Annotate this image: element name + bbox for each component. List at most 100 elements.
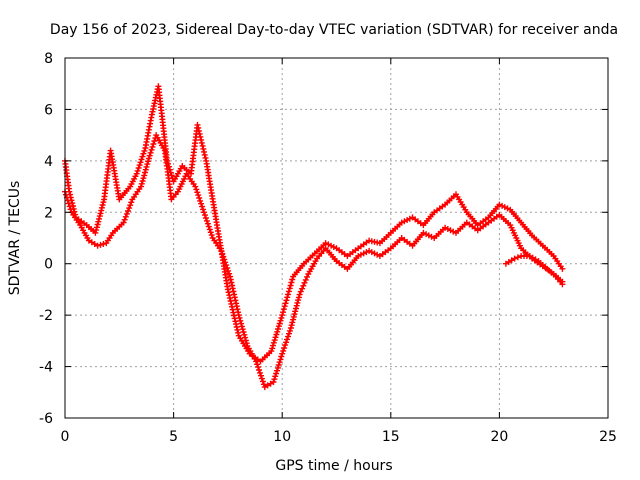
- data-point: [224, 286, 231, 293]
- data-point: [322, 240, 329, 247]
- data-point: [269, 345, 276, 352]
- data-point: [258, 372, 264, 379]
- data-point: [199, 203, 206, 210]
- data-point: [144, 161, 151, 168]
- data-point: [238, 320, 245, 327]
- series-track-c: [502, 253, 566, 288]
- data-point: [198, 200, 205, 207]
- data-point: [138, 183, 144, 190]
- data-point: [270, 379, 277, 385]
- data-point: [226, 270, 233, 277]
- data-point: [276, 359, 283, 366]
- data-point: [127, 202, 134, 209]
- data-point: [221, 256, 228, 263]
- data-point: [271, 337, 278, 344]
- data-point: [242, 337, 249, 344]
- data-point: [224, 265, 231, 271]
- y-tick-label: -2: [39, 308, 53, 324]
- data-point: [277, 356, 284, 363]
- x-tick-label: 20: [490, 429, 508, 445]
- data-point: [135, 165, 142, 171]
- data-point: [260, 381, 267, 388]
- data-point: [204, 220, 211, 227]
- data-point: [143, 163, 150, 170]
- data-point: [142, 169, 148, 176]
- data-point: [232, 297, 239, 304]
- data-point: [280, 306, 287, 313]
- data-point: [285, 288, 292, 295]
- data-point: [202, 215, 209, 221]
- data-point: [274, 364, 281, 371]
- data-point: [123, 210, 130, 217]
- data-point: [286, 285, 293, 292]
- data-point: [208, 232, 215, 239]
- data-point: [299, 285, 306, 292]
- data-point: [207, 229, 214, 236]
- data-point: [100, 241, 107, 247]
- x-tick-label: 15: [382, 429, 400, 445]
- data-point: [559, 281, 566, 288]
- data-point: [193, 186, 200, 193]
- data-point: [285, 291, 291, 298]
- data-point: [98, 207, 105, 214]
- data-point: [126, 205, 133, 212]
- data-point: [257, 369, 263, 376]
- data-point: [93, 227, 100, 234]
- y-tick-label: -6: [39, 411, 53, 427]
- y-tick-label: 0: [44, 257, 53, 273]
- data-point: [300, 282, 307, 289]
- data-point: [274, 367, 280, 374]
- data-point: [99, 202, 106, 208]
- data-point: [195, 127, 202, 134]
- data-point: [234, 306, 241, 313]
- data-point: [134, 167, 141, 174]
- data-point: [121, 216, 128, 223]
- data-point: [236, 314, 243, 321]
- data-point: [225, 267, 232, 274]
- data-point: [128, 199, 135, 206]
- data-point: [97, 241, 104, 248]
- data-point: [288, 279, 295, 286]
- data-point: [96, 215, 102, 222]
- data-point: [138, 156, 145, 163]
- data-point: [237, 317, 244, 324]
- data-point: [150, 141, 157, 147]
- data-point: [287, 282, 294, 289]
- plot-frame: [64, 57, 609, 419]
- data-point: [64, 197, 71, 204]
- data-point: [277, 317, 284, 324]
- y-tick-label: -4: [39, 360, 53, 376]
- data-point: [275, 326, 281, 332]
- data-point: [283, 297, 290, 304]
- data-point: [241, 331, 248, 338]
- data-point: [281, 345, 288, 351]
- data-point: [140, 175, 147, 182]
- data-point: [120, 219, 127, 226]
- data-point: [197, 197, 204, 204]
- data-point: [271, 376, 278, 383]
- data-point: [286, 330, 292, 337]
- y-tick-label: 8: [44, 51, 53, 67]
- data-point: [296, 291, 303, 298]
- data-point: [273, 370, 280, 377]
- data-point: [256, 367, 262, 373]
- data-point: [205, 223, 212, 230]
- data-point: [270, 342, 276, 349]
- data-point: [195, 192, 202, 199]
- data-point: [196, 195, 203, 201]
- data-point: [139, 153, 146, 160]
- data-point: [278, 353, 285, 360]
- data-point: [94, 242, 101, 249]
- data-point: [141, 172, 148, 179]
- x-tick-label: 0: [61, 429, 70, 445]
- data-point: [141, 147, 148, 154]
- data-point: [234, 326, 241, 333]
- data-point: [149, 143, 156, 150]
- data-point: [145, 155, 152, 162]
- x-axis-label: GPS time / hours: [275, 458, 392, 474]
- data-point: [138, 180, 145, 187]
- data-point: [65, 200, 72, 207]
- data-point: [139, 178, 146, 184]
- data-point: [145, 158, 152, 165]
